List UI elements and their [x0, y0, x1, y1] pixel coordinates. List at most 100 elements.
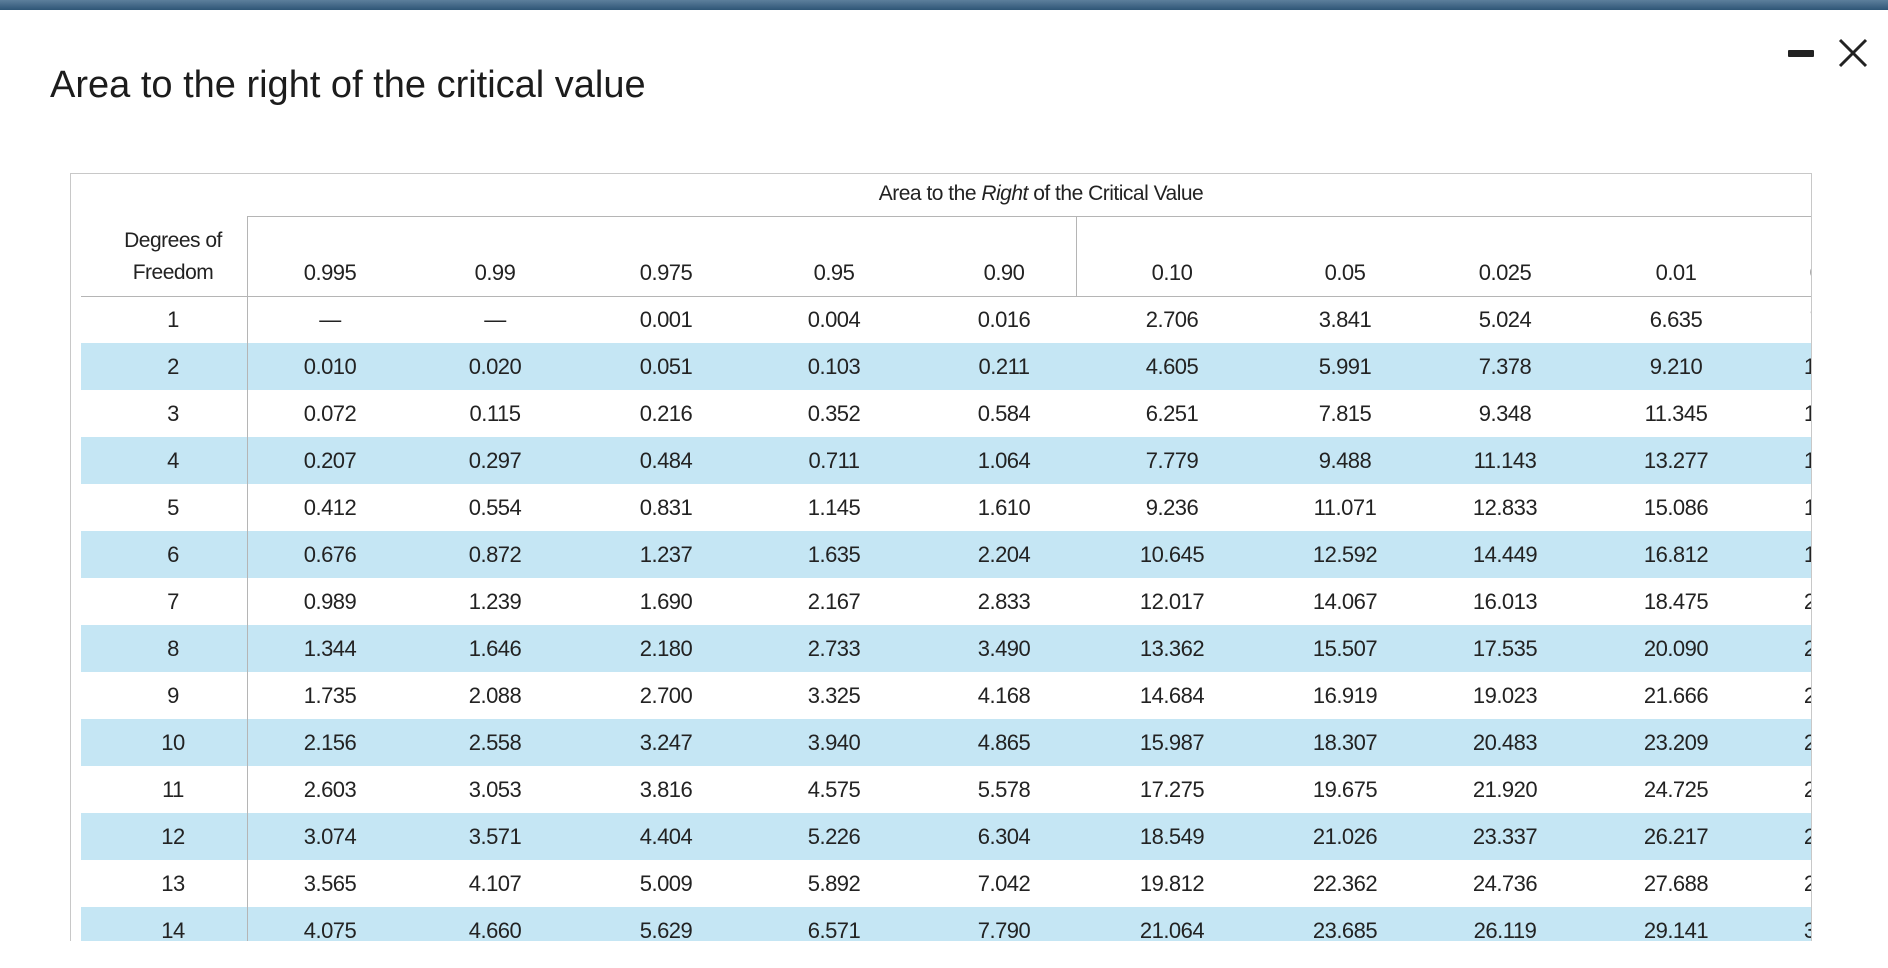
df-cell: 14: [161, 917, 185, 942]
df-cell: 13: [161, 870, 185, 896]
value-cell: 7.815: [1318, 400, 1372, 426]
value-cell: 0.001: [639, 306, 693, 332]
value-cell: 17.535: [1472, 635, 1538, 661]
value-cell: 3.940: [807, 729, 861, 755]
value-cell: 0.010: [303, 353, 357, 379]
value-cell: 4.865: [977, 729, 1031, 755]
value-cell: 16.013: [1472, 588, 1538, 614]
value-cell: 0.207: [303, 447, 357, 473]
df-header: Degrees of: [124, 229, 222, 252]
row-stripe: [81, 907, 1811, 941]
value-cell: 3.841: [1318, 306, 1372, 332]
value-cell: 20.483: [1472, 729, 1538, 755]
value-cell: 20.278: [1804, 589, 1811, 615]
value-cell: 12.833: [1472, 494, 1538, 520]
df-cell: 5: [167, 494, 179, 520]
column-header: 0.90: [983, 260, 1025, 285]
value-cell: 2.204: [977, 541, 1031, 567]
value-cell: 0.072: [303, 400, 357, 426]
value-cell: 0.216: [639, 400, 693, 426]
value-cell: 9.236: [1145, 494, 1199, 520]
value-cell: 19.675: [1312, 776, 1378, 802]
column-header: 0.01: [1655, 260, 1697, 285]
value-cell: 0.297: [468, 447, 522, 473]
value-cell: 27.688: [1643, 870, 1709, 896]
value-cell: 15.987: [1139, 729, 1205, 755]
value-cell: 21.064: [1139, 917, 1205, 942]
df-cell: 8: [167, 635, 179, 661]
value-cell: 3.565: [303, 870, 357, 896]
value-cell: 21.666: [1643, 682, 1709, 708]
value-cell: 11.071: [1313, 494, 1377, 520]
value-cell: 1.064: [977, 447, 1031, 473]
value-cell: 1.145: [807, 494, 861, 520]
value-cell: 12.592: [1312, 541, 1378, 567]
close-button[interactable]: [1838, 38, 1868, 68]
value-cell: 26.217: [1643, 823, 1709, 849]
value-cell: 2.167: [807, 588, 861, 614]
value-cell: 4.404: [639, 823, 693, 849]
value-cell: 7.879: [1810, 307, 1811, 333]
row-stripe: [81, 625, 1811, 672]
df-cell: 7: [167, 588, 179, 614]
value-cell: 0.412: [303, 494, 357, 520]
value-cell: 7.779: [1145, 447, 1199, 473]
value-cell: 16.812: [1643, 541, 1709, 567]
value-cell: 0.115: [469, 400, 521, 426]
value-cell: 5.009: [639, 870, 693, 896]
value-cell: 0.676: [303, 541, 357, 567]
value-cell: 14.684: [1139, 682, 1205, 708]
df-cell: 10: [161, 729, 185, 755]
caption-emphasis: Right: [981, 182, 1028, 205]
value-cell: 0.004: [807, 306, 861, 332]
value-cell: 24.736: [1472, 870, 1538, 896]
value-cell: 14.860: [1804, 448, 1811, 474]
value-cell: 4.660: [468, 917, 522, 942]
value-cell: 11.143: [1473, 447, 1537, 473]
df-cell: 4: [167, 447, 179, 473]
column-header: 0.05: [1324, 260, 1366, 285]
column-header: 0.99: [474, 260, 516, 285]
value-cell: 0.051: [639, 353, 693, 379]
minimize-button[interactable]: [1788, 50, 1814, 57]
value-cell: 4.575: [807, 776, 861, 802]
column-header: 0.10: [1151, 260, 1193, 285]
value-cell: 6.571: [807, 917, 861, 942]
value-cell: 7.378: [1478, 353, 1532, 379]
column-header: 0.95: [813, 260, 855, 285]
value-cell: 2.603: [303, 776, 357, 802]
df-cell: 11: [162, 776, 184, 802]
value-cell: 0.103: [807, 353, 861, 379]
value-cell: 2.088: [468, 682, 522, 708]
table-caption: Area to the Right of the Critical Value: [878, 182, 1204, 206]
value-cell: 1.344: [303, 635, 357, 661]
value-cell: 2.700: [639, 682, 693, 708]
value-cell: 21.920: [1472, 776, 1538, 802]
value-cell: 4.605: [1145, 353, 1199, 379]
row-stripe: [81, 813, 1811, 860]
value-cell: 10.597: [1804, 354, 1811, 380]
value-cell: 1.237: [639, 541, 693, 567]
df-cell: 2: [167, 353, 179, 379]
value-cell: 0.872: [468, 541, 522, 567]
value-cell: 15.507: [1312, 635, 1378, 661]
value-cell: 3.571: [468, 823, 522, 849]
value-cell: 13.362: [1139, 635, 1205, 661]
value-cell: 26.757: [1804, 777, 1811, 803]
value-cell: 1.610: [977, 494, 1031, 520]
value-cell: 3.247: [639, 729, 693, 755]
value-cell: 5.991: [1318, 353, 1372, 379]
df-cell: 12: [161, 823, 185, 849]
caption-text: Area to the: [878, 182, 982, 205]
value-cell: 4.107: [468, 870, 522, 896]
value-cell: 0.584: [977, 400, 1031, 426]
value-cell: 10.645: [1139, 541, 1205, 567]
value-cell: 11.345: [1644, 400, 1708, 426]
value-cell: 20.090: [1643, 635, 1709, 661]
value-cell: 7.042: [977, 870, 1031, 896]
row-stripe: [81, 531, 1811, 578]
value-cell: 6.251: [1145, 400, 1199, 426]
row-stripe: [81, 437, 1811, 484]
value-cell: —: [484, 306, 506, 332]
